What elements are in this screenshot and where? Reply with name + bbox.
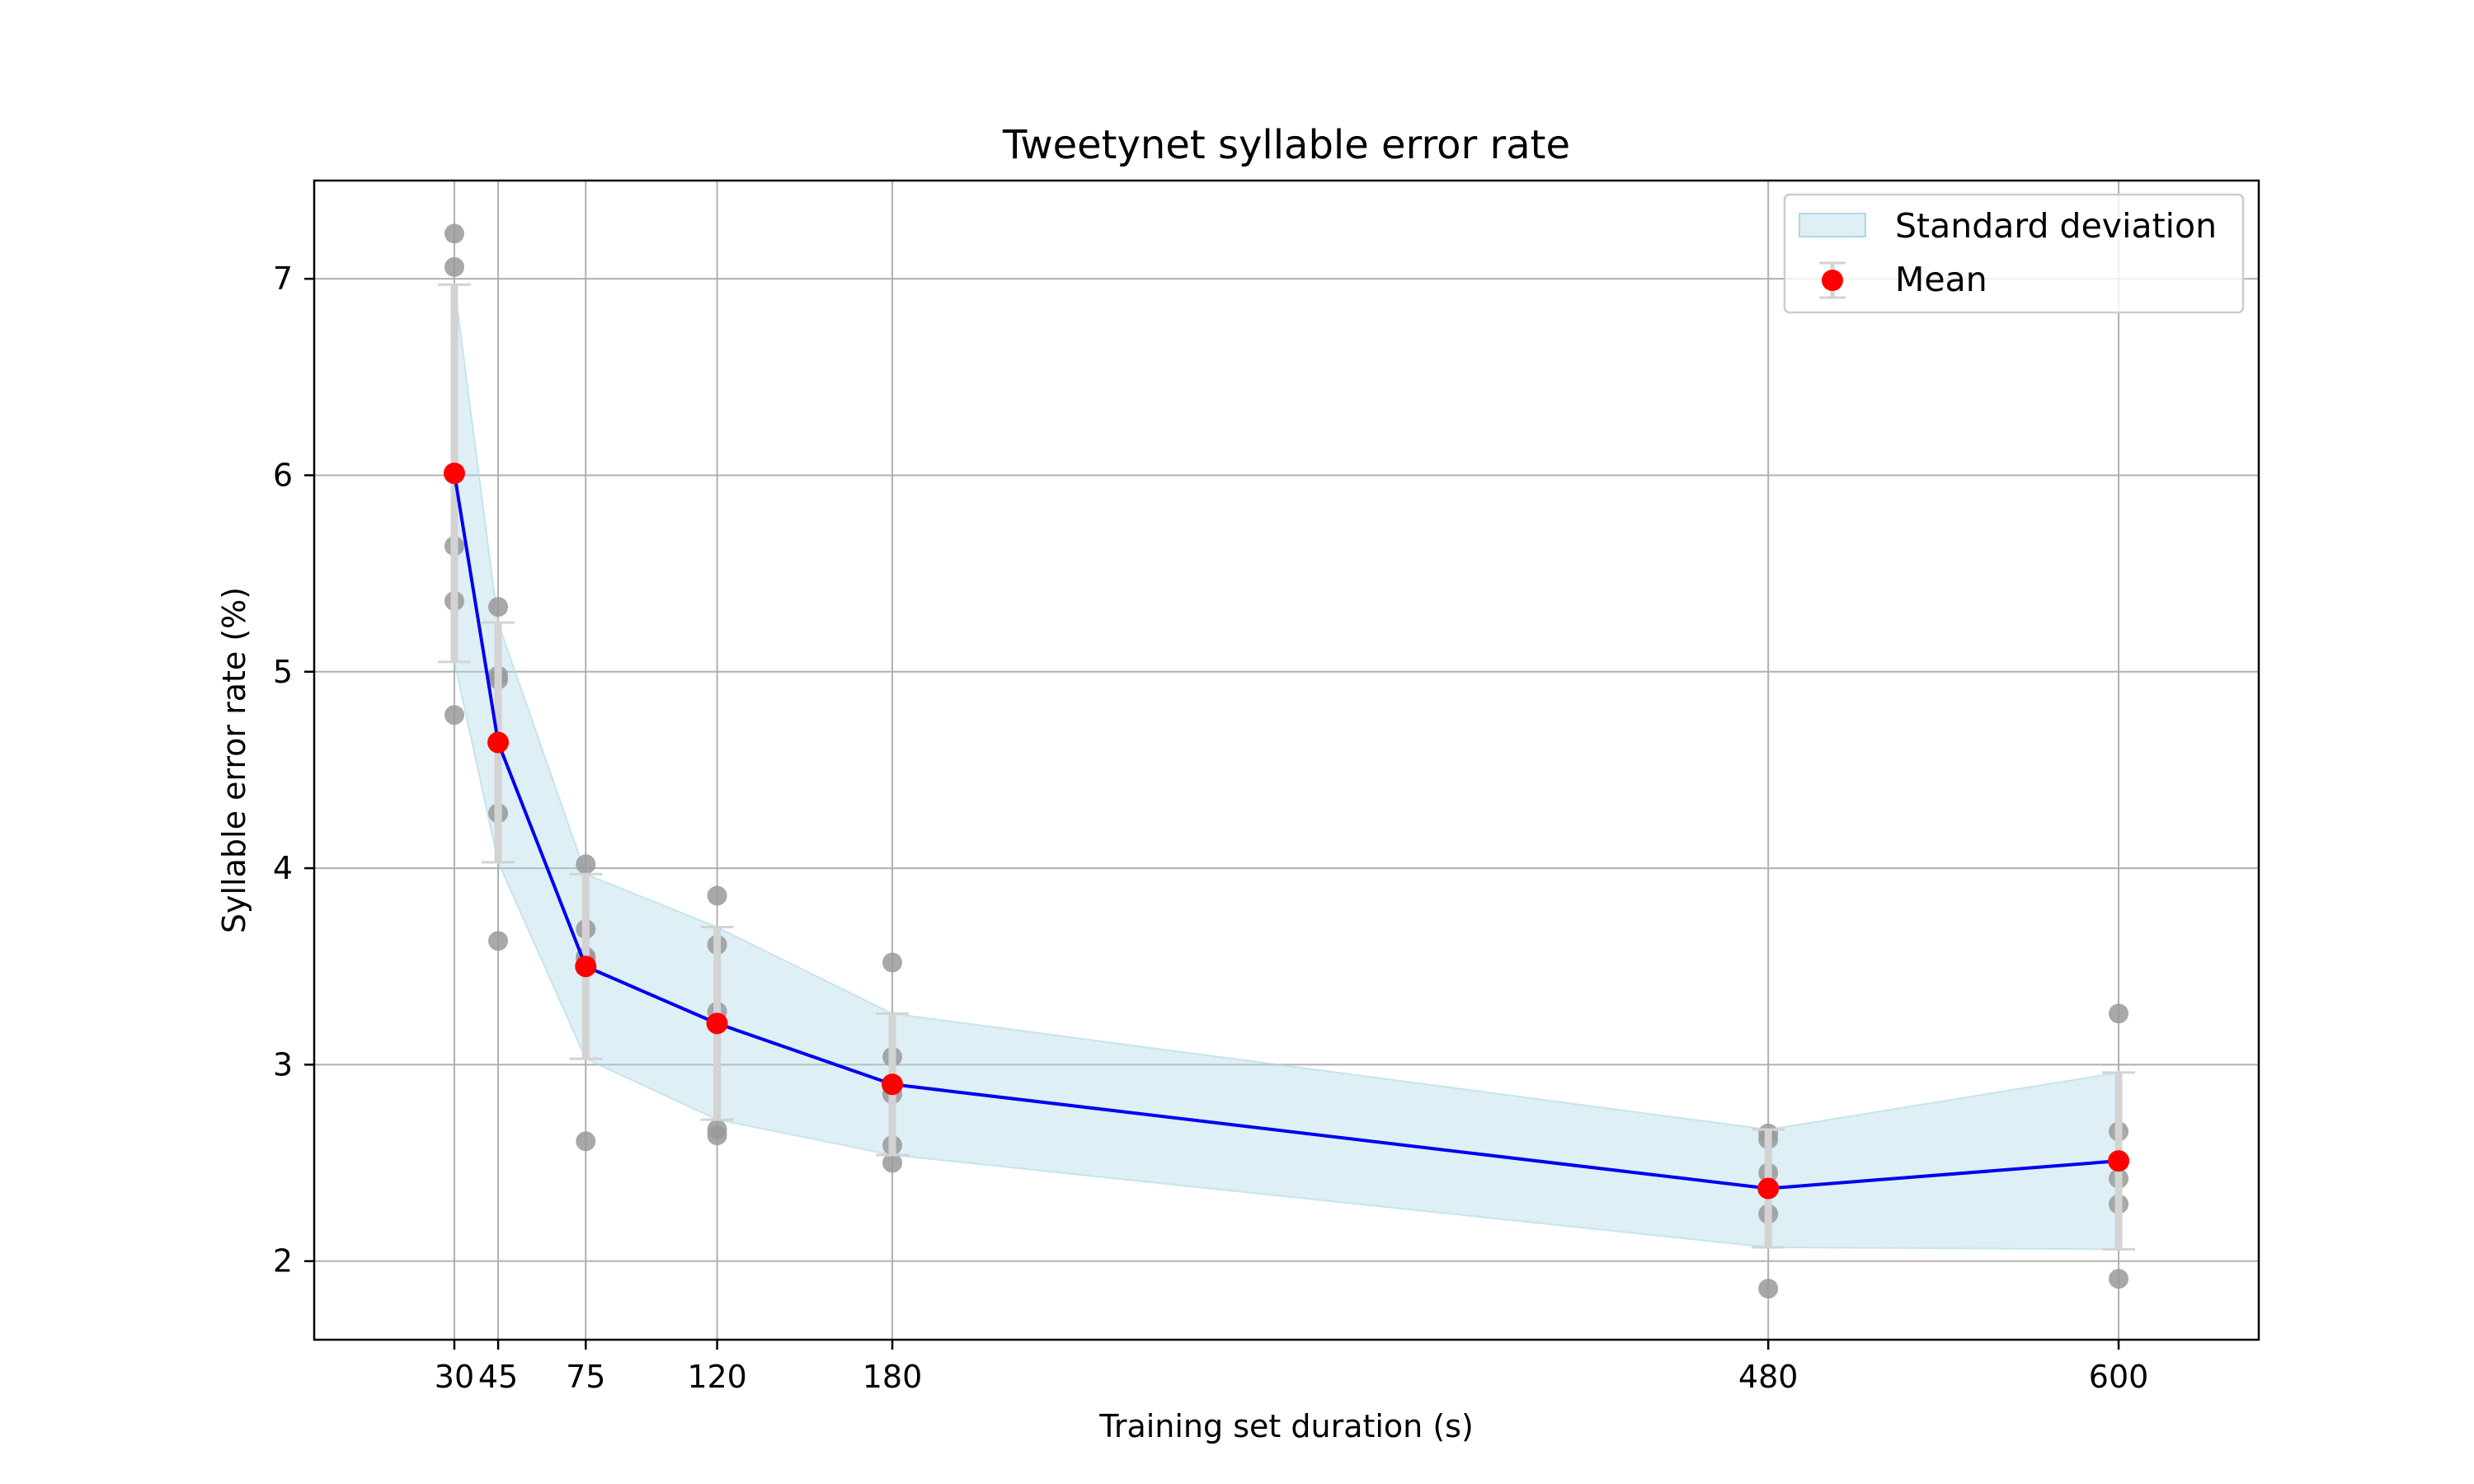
y-tick-label-3: 3 [273, 1046, 293, 1082]
x-tick-label-30: 30 [435, 1359, 474, 1395]
x-tick-label-120: 120 [687, 1359, 747, 1395]
y-tick-label-6: 6 [273, 457, 293, 493]
mean-marker-45 [487, 731, 510, 754]
replicate-point-180-1 [882, 952, 903, 973]
legend: Standard deviation Mean [1783, 193, 2245, 314]
replicate-point-120-1 [707, 885, 727, 906]
replicate-point-75-5 [576, 1131, 596, 1152]
plot-frame [313, 179, 2260, 1341]
x-tick-label-180: 180 [863, 1359, 923, 1395]
replicate-point-45-5 [488, 931, 509, 951]
replicate-point-30-1 [444, 223, 464, 244]
replicate-point-45-1 [488, 597, 509, 618]
mean-marker-480 [1757, 1177, 1780, 1200]
mean-marker-30 [443, 463, 465, 485]
replicate-point-30-2 [444, 256, 464, 277]
replicate-point-30-5 [444, 705, 464, 726]
x-axis-label: Training set duration (s) [1098, 1408, 1474, 1444]
legend-mean-swatch [1819, 261, 1846, 299]
replicate-point-120-5 [707, 1125, 727, 1146]
mean-marker-600 [2108, 1150, 2130, 1172]
mean-markers [443, 463, 2130, 1200]
legend-std-label: Standard deviation [1895, 206, 2217, 246]
legend-frame [1783, 193, 2245, 314]
x-axis-ticks: 30 45 75 120 180 480 600 [435, 1340, 2149, 1395]
y-tick-label-5: 5 [273, 654, 293, 690]
x-tick-label-45: 45 [478, 1359, 518, 1395]
replicate-point-600-1 [2109, 1003, 2129, 1024]
mean-marker-120 [706, 1012, 728, 1035]
replicate-point-600-5 [2109, 1269, 2129, 1289]
y-axis-ticks: 2 3 4 5 6 7 [273, 261, 314, 1280]
x-tick-label-600: 600 [2089, 1359, 2149, 1395]
mean-marker-75 [575, 956, 597, 978]
replicate-point-75-1 [576, 854, 596, 875]
replicate-point-180-5 [882, 1153, 903, 1173]
replicate-point-480-5 [1758, 1279, 1779, 1299]
legend-std-swatch [1799, 213, 1866, 237]
legend-mean-marker [1822, 270, 1843, 291]
x-tick-label-75: 75 [566, 1359, 605, 1395]
chart-title: Tweetynet syllable error rate [1002, 122, 1570, 168]
legend-mean-label: Mean [1895, 260, 1987, 299]
y-tick-label-7: 7 [273, 261, 293, 297]
y-tick-label-4: 4 [273, 850, 293, 886]
x-tick-label-480: 480 [1738, 1359, 1799, 1395]
y-axis-label: Syllable error rate (%) [216, 587, 252, 933]
mean-marker-180 [882, 1073, 904, 1096]
y-tick-label-2: 2 [273, 1243, 293, 1280]
